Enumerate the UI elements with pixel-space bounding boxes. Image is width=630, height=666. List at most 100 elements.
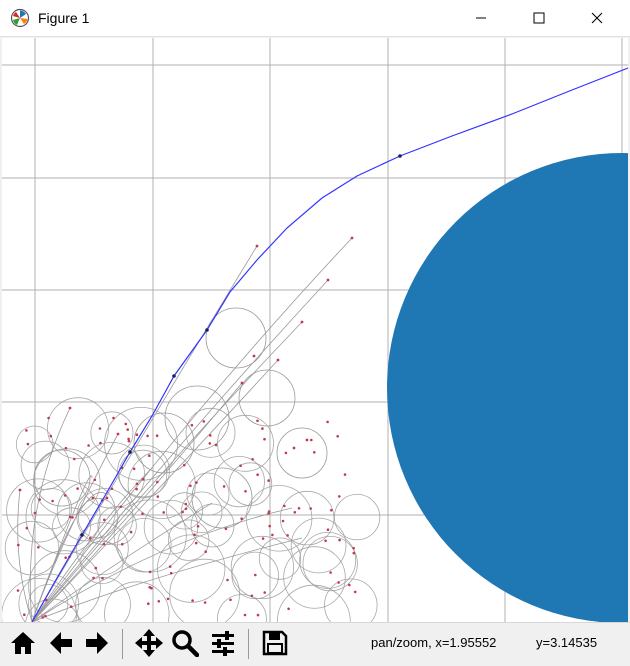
tree-node [88,536,92,540]
tree-node [102,542,106,546]
tree-node [148,586,151,589]
tree-loop [117,444,170,498]
tree-node [284,451,288,455]
maximize-button[interactable] [510,0,568,36]
path-node [205,328,209,332]
tree-node [261,427,264,430]
tree-node [313,451,316,454]
tree-node [329,571,332,574]
tree-node [126,428,129,431]
tree-node [51,499,54,503]
tree-node [37,545,40,549]
tree-node [135,482,139,486]
tree-loop [230,535,294,600]
tree-loop [4,520,60,576]
tree-node [169,571,173,575]
window-title: Figure 1 [38,10,90,26]
tree-node [300,320,304,324]
forward-button[interactable] [80,626,114,660]
title-bar[interactable]: Figure 1 [0,0,630,37]
tree-loop [290,517,347,574]
tree-node [254,573,257,577]
tree-node [337,581,340,584]
tree-node [343,473,347,476]
tree-loop [228,462,273,507]
tree-node [194,541,198,545]
tree-node [256,419,259,423]
tree-loop [333,493,381,541]
tree-node [191,599,194,602]
arrow-left-icon [50,632,72,654]
tree-branch [31,537,303,622]
tree-node [64,556,67,559]
tree-node [129,530,133,534]
tree-loop [302,535,358,592]
tree-nodes [16,236,357,619]
path-nodes [80,154,402,537]
back-button[interactable] [44,626,78,660]
obstacle-disc [387,153,628,622]
tree-branch [31,467,153,622]
tree-node [146,434,149,438]
tree-node [263,437,266,441]
save-button[interactable] [258,626,292,660]
tree-node [166,597,170,601]
tree-node [310,438,313,442]
tree-node [87,444,90,447]
tree-node [69,605,73,608]
tree-loop [180,491,223,534]
tree-node [286,534,289,537]
tree-loop [118,449,168,499]
tree-node [45,598,48,602]
tree-node [124,422,128,426]
minimize-button[interactable] [452,0,510,36]
tree-node [26,442,30,446]
tree-node [276,358,280,362]
floppy-disk-icon [262,630,288,656]
tree-node [17,543,20,547]
tree-node [156,495,160,498]
tree-node [240,517,243,520]
tree-branch [31,237,353,622]
tree-loop [217,414,274,472]
tree-node [326,420,329,424]
tree-node [91,496,95,500]
home-button[interactable] [6,626,40,660]
plot-canvas[interactable] [2,38,628,622]
tree-loop [104,581,170,622]
pan-button[interactable] [132,626,166,660]
tree-loop [75,522,129,576]
tree-node [330,508,333,512]
tree-node [71,516,74,519]
tree-node [338,495,341,498]
tree-node [239,464,242,468]
tree-branch [29,407,71,622]
close-button[interactable] [568,0,626,36]
arrow-right-icon [86,632,108,654]
tree-node [98,427,102,430]
tree-node [222,485,226,488]
tree-node [183,463,186,467]
tree-loop [279,490,335,546]
tree-loop [283,546,346,609]
tree-node [68,515,72,519]
tree-loop [157,534,226,603]
tree-node [204,550,207,553]
tree-node [196,525,200,528]
plot-area[interactable] [2,38,628,622]
tree-branch [31,279,329,622]
tree-node [287,607,290,611]
tree-loop [164,385,230,451]
path-node [128,450,132,454]
subplots-button[interactable] [206,626,240,660]
maximize-icon [533,12,545,24]
tree-node [283,504,286,508]
tree-node [49,434,53,438]
tree-node [263,591,267,594]
tree-node [116,432,120,436]
tree-node [127,439,131,443]
tree-node [214,443,218,447]
tree-node [281,519,285,523]
tree-node [157,600,161,603]
zoom-button[interactable] [168,626,202,660]
